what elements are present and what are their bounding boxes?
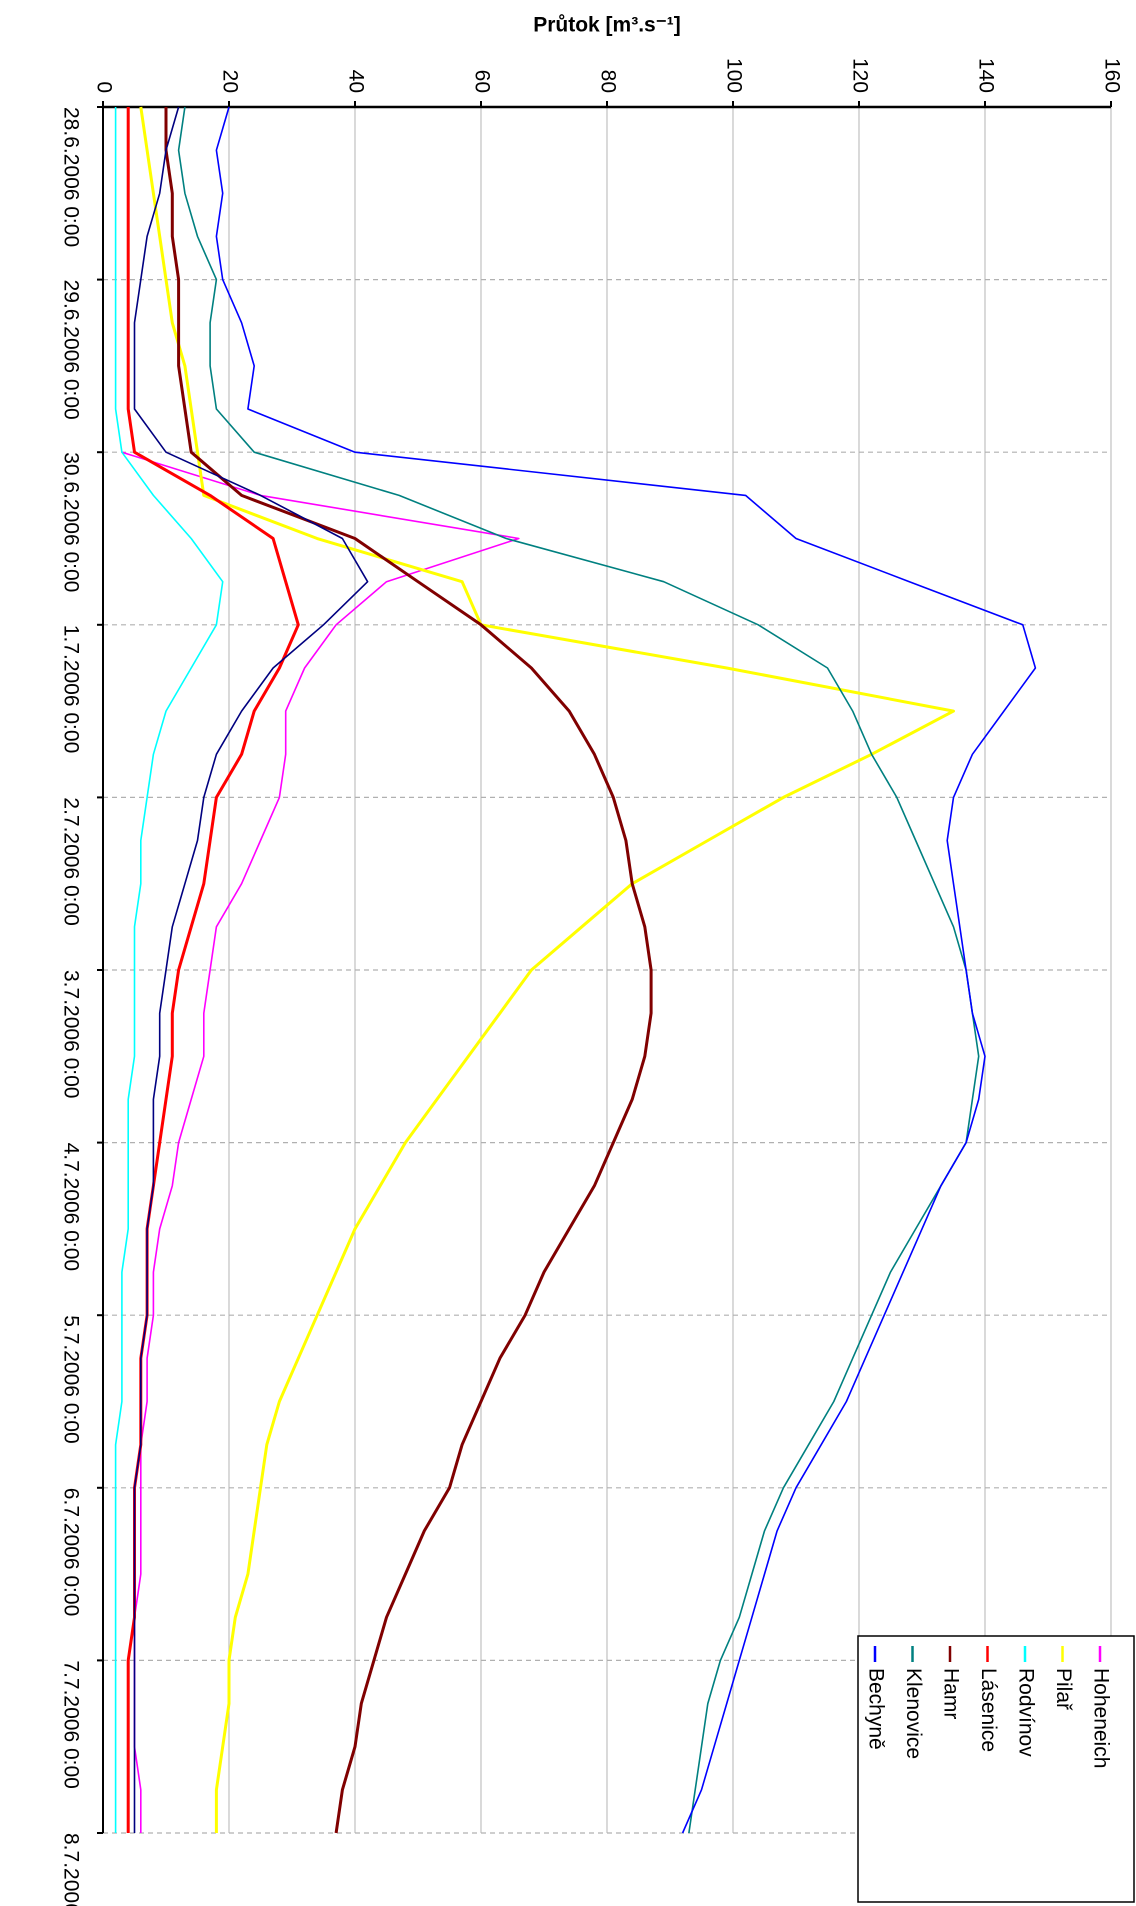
y-tick-label: 40 (344, 70, 367, 93)
series-line (114, 107, 224, 1833)
x-tick-label: 30.6.2006 0:00 (59, 452, 82, 592)
y-tick-label: 80 (596, 70, 619, 93)
x-tick-label: 4.7.2006 0:00 (59, 1143, 82, 1271)
x-tick-label: 1.7.2006 0:00 (59, 625, 82, 753)
x-tick-label: 3.7.2006 0:00 (59, 970, 82, 1098)
series-line (215, 106, 1037, 1834)
y-tick-label: 100 (722, 58, 745, 93)
y-tick-label: 140 (974, 58, 997, 93)
y-tick-label: 60 (470, 70, 493, 93)
y-tick-label: 120 (848, 58, 871, 93)
legend-label: Hoheneich (1089, 1668, 1112, 1768)
y-tick-label: 160 (1100, 58, 1123, 93)
x-tick-label: 28.6.2006 0:00 (59, 107, 82, 247)
legend-label: Klenovice (902, 1668, 925, 1759)
legend-label: Hamr (939, 1668, 962, 1719)
x-tick-label: 7.7.2006 0:00 (59, 1660, 82, 1788)
x-tick-label: 29.6.2006 0:00 (59, 280, 82, 420)
x-tick-label: 8.7.2006 0:00 (59, 1833, 82, 1906)
series-line (133, 106, 369, 1833)
x-tick-label: 2.7.2006 0:00 (59, 797, 82, 925)
legend-label: Rodvínov (1014, 1668, 1037, 1757)
y-tick-label: 0 (92, 81, 115, 93)
series-line (139, 106, 955, 1833)
series-line (164, 107, 653, 1834)
legend-label: Bechyně (864, 1668, 887, 1750)
legend-label: Lásenice (977, 1668, 1000, 1752)
series-line (121, 451, 520, 1833)
x-tick-label: 6.7.2006 0:00 (59, 1488, 82, 1616)
axis-title: Průtok [m³.s⁻¹] (533, 14, 681, 37)
y-tick-label: 20 (218, 70, 241, 93)
x-tick-label: 5.7.2006 0:00 (59, 1315, 82, 1443)
legend-box (857, 1635, 1135, 1903)
legend-label: Pilař (1052, 1668, 1075, 1711)
